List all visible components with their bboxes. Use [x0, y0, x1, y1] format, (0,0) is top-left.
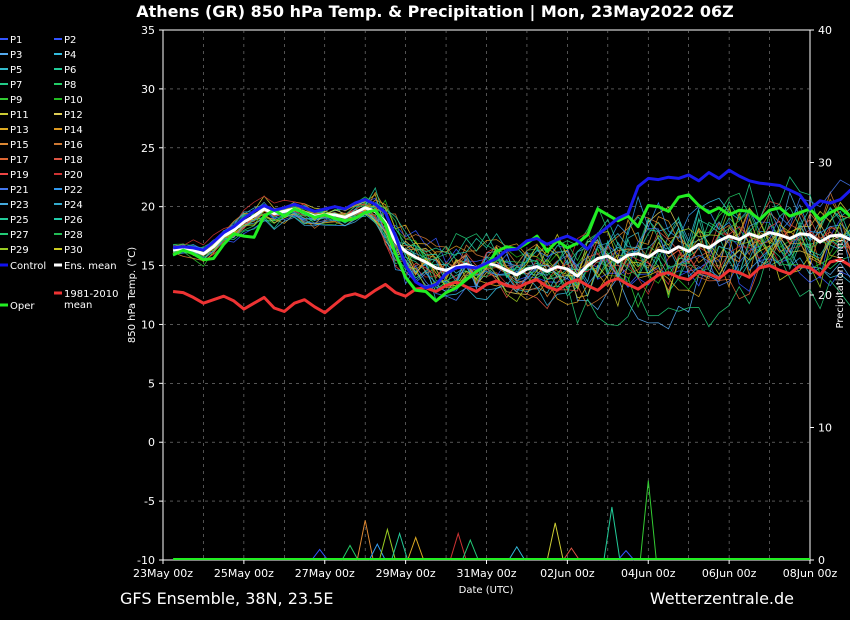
precip-peak — [391, 531, 409, 561]
legend-label: P15 — [10, 140, 29, 151]
legend-label: P29 — [10, 245, 29, 256]
x-tick-label: 27May 00z — [295, 567, 355, 580]
x-tick-label: 04Jun 00z — [621, 567, 676, 580]
precipitation-bars — [173, 480, 810, 561]
precip-peak — [617, 549, 635, 561]
legend-label: P18 — [64, 155, 83, 166]
legend-label: P10 — [64, 95, 83, 106]
legend-label: Control — [10, 261, 46, 272]
y-tick-label: -5 — [144, 495, 155, 508]
x-tick-label: 29May 00z — [376, 567, 436, 580]
legend-label: P7 — [10, 80, 22, 91]
legend-label: P16 — [64, 140, 83, 151]
legend: P1 P2 P3 P4 P5 P6 P7 P8 P9 P10 P11 P12 P13 P14 P15 P16 P… — [0, 35, 119, 312]
legend-label: P3 — [10, 50, 22, 61]
chart-title: Athens (GR) 850 hPa Temp. & Precipitatio… — [136, 2, 734, 22]
y-axis-right: 0 10 20 30 40 — [810, 24, 832, 567]
legend-label: P6 — [64, 65, 76, 76]
x-tick-label: 31May 00z — [456, 567, 516, 580]
y-axis-label: 850 hPa Temp. (°C) — [127, 247, 138, 343]
series-control — [172, 168, 850, 290]
y-tick-label: 30 — [141, 83, 155, 96]
legend-label: P5 — [10, 65, 22, 76]
precip-peak — [546, 522, 564, 561]
x-tick-label: 02Jun 00z — [540, 567, 595, 580]
y-tick-label: 25 — [141, 142, 155, 155]
legend-label: P14 — [64, 125, 83, 136]
y-tick-label: 10 — [141, 318, 155, 331]
y2-tick-label: 0 — [818, 554, 825, 567]
legend-label: P26 — [64, 215, 83, 226]
legend-label: P4 — [64, 50, 76, 61]
legend-label: P25 — [10, 215, 29, 226]
precip-peak — [603, 506, 621, 561]
precip-peak — [508, 545, 526, 561]
legend-label: P24 — [64, 200, 83, 211]
y-tick-label: 35 — [141, 24, 155, 37]
legend-label: P19 — [10, 170, 29, 181]
y2-tick-label: 10 — [818, 422, 832, 435]
legend-label: P9 — [10, 95, 22, 106]
y2-tick-label: 40 — [818, 24, 832, 37]
legend-label: P28 — [64, 230, 83, 241]
precip-peak — [562, 547, 580, 561]
legend-label: P12 — [64, 110, 83, 121]
ensemble-member-line — [173, 195, 850, 296]
legend-label: Ens. mean — [64, 261, 117, 272]
footer-source: Wetterzentrale.de — [650, 589, 794, 608]
legend-label: P30 — [64, 245, 83, 256]
precip-peak — [341, 544, 359, 561]
y2-tick-label: 30 — [818, 157, 832, 170]
x-tick-label: 23May 00z — [133, 567, 193, 580]
y-tick-label: 0 — [148, 436, 155, 449]
y-axis-left: -10 -5 0 5 10 15 20 25 30 35 — [137, 24, 163, 567]
legend-label: P17 — [10, 155, 29, 166]
y2-tick-label: 20 — [818, 289, 832, 302]
y-tick-label: 5 — [148, 377, 155, 390]
precip-peak — [368, 542, 386, 561]
precip-peak — [378, 527, 396, 561]
precip-peak — [356, 520, 374, 561]
main-series — [172, 168, 850, 315]
series-ens-mean — [172, 206, 850, 278]
legend-label: Oper — [10, 301, 35, 312]
x-tick-label: 25May 00z — [214, 567, 274, 580]
x-tick-label: 06Jun 00z — [702, 567, 757, 580]
series-1981-2010-mean — [172, 258, 850, 315]
legend-label: P13 — [10, 125, 29, 136]
legend-label: P2 — [64, 35, 76, 46]
legend-label-line: 1981-2010 — [64, 289, 119, 300]
footer-model: GFS Ensemble, 38N, 23.5E — [120, 589, 333, 608]
legend-label: 1981-2010 mean — [64, 289, 119, 311]
precip-peak — [407, 536, 425, 561]
legend-label: P21 — [10, 185, 29, 196]
legend-label: P27 — [10, 230, 29, 241]
x-axis-label: Date (UTC) — [459, 585, 514, 596]
precip-peak — [461, 538, 479, 561]
x-axis: 23May 00z 25May 00z 27May 00z 29May 00z 31Ma… — [133, 560, 837, 580]
y-tick-label: 15 — [141, 260, 155, 273]
precip-peak — [639, 480, 657, 561]
legend-label: P20 — [64, 170, 83, 181]
legend-label: P11 — [10, 110, 29, 121]
legend-label: P23 — [10, 200, 29, 211]
x-tick-label: 08Jun 00z — [783, 567, 838, 580]
legend-label-line: mean — [64, 300, 92, 311]
precip-peak — [449, 531, 467, 561]
legend-label: P1 — [10, 35, 22, 46]
precip-peak — [311, 548, 329, 561]
y-tick-label: 20 — [141, 201, 155, 214]
y-tick-label: -10 — [137, 554, 155, 567]
legend-label: P22 — [64, 185, 83, 196]
y2-axis-label: Precipitation (mm) — [835, 235, 846, 328]
legend-label: P8 — [64, 80, 76, 91]
